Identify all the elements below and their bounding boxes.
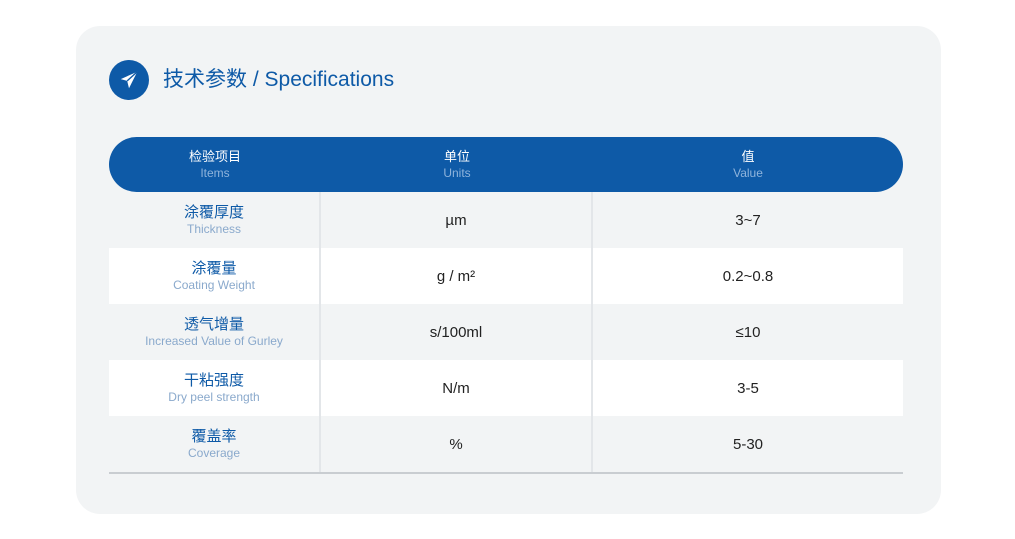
item-cell: 涂覆厚度 Thickness: [109, 192, 321, 248]
item-name-en: Increased Value of Gurley: [145, 334, 283, 348]
unit-cell: g / m²: [321, 248, 593, 304]
item-name-zh: 干粘强度: [183, 372, 244, 389]
item-cell: 透气增量 Increased Value of Gurley: [109, 304, 321, 360]
header-en: Items: [200, 165, 230, 180]
item-cell: 覆盖率 Coverage: [109, 416, 321, 472]
table-row: 涂覆厚度 Thickness µm 3~7: [109, 192, 903, 248]
value-cell: ≤10: [735, 323, 761, 341]
item-name-en: Coating Weight: [173, 278, 255, 292]
item-name-zh: 涂覆厚度: [183, 204, 244, 221]
item-name-en: Dry peel strength: [168, 390, 260, 404]
unit-cell: N/m: [321, 360, 593, 416]
header-zh: 值: [741, 148, 755, 164]
table-row: 涂覆量 Coating Weight g / m² 0.2~0.8: [109, 248, 903, 304]
column-header-items: 检验项目 Items: [109, 137, 321, 192]
header-zh: 单位: [443, 148, 470, 164]
value-cell: 3-5: [737, 379, 759, 397]
column-header-value: 值 Value: [593, 137, 903, 192]
table-row: 干粘强度 Dry peel strength N/m 3-5: [109, 360, 903, 416]
item-cell: 涂覆量 Coating Weight: [109, 248, 321, 304]
table-row: 覆盖率 Coverage % 5-30: [109, 416, 903, 472]
value-cell: 3~7: [735, 211, 761, 229]
value-cell: 5-30: [732, 435, 764, 453]
item-cell: 干粘强度 Dry peel strength: [109, 360, 321, 416]
unit-cell: s/100ml: [321, 304, 593, 360]
unit-cell: µm: [321, 192, 593, 248]
unit-cell: %: [321, 416, 593, 472]
item-name-en: Thickness: [186, 222, 242, 236]
section-title: 技术参数 / Specifications: [163, 68, 395, 91]
header-en: Units: [443, 165, 471, 180]
item-name-zh: 覆盖率: [191, 428, 237, 445]
paper-plane-icon: [109, 60, 149, 100]
header-en: Value: [733, 165, 763, 180]
column-header-units: 单位 Units: [321, 137, 593, 192]
table-row: 透气增量 Increased Value of Gurley s/100ml ≤1…: [109, 304, 903, 360]
table-body: 涂覆厚度 Thickness µm 3~7 涂覆量 Coating Weight g …: [109, 192, 903, 474]
item-name-zh: 涂覆量: [191, 260, 237, 277]
header-zh: 检验项目: [188, 148, 241, 164]
item-name-en: Coverage: [187, 446, 241, 460]
value-cell: 0.2~0.8: [722, 267, 774, 285]
item-name-zh: 透气增量: [183, 316, 244, 333]
table-header: 检验项目 Items 单位 Units 值 Value: [109, 137, 903, 192]
